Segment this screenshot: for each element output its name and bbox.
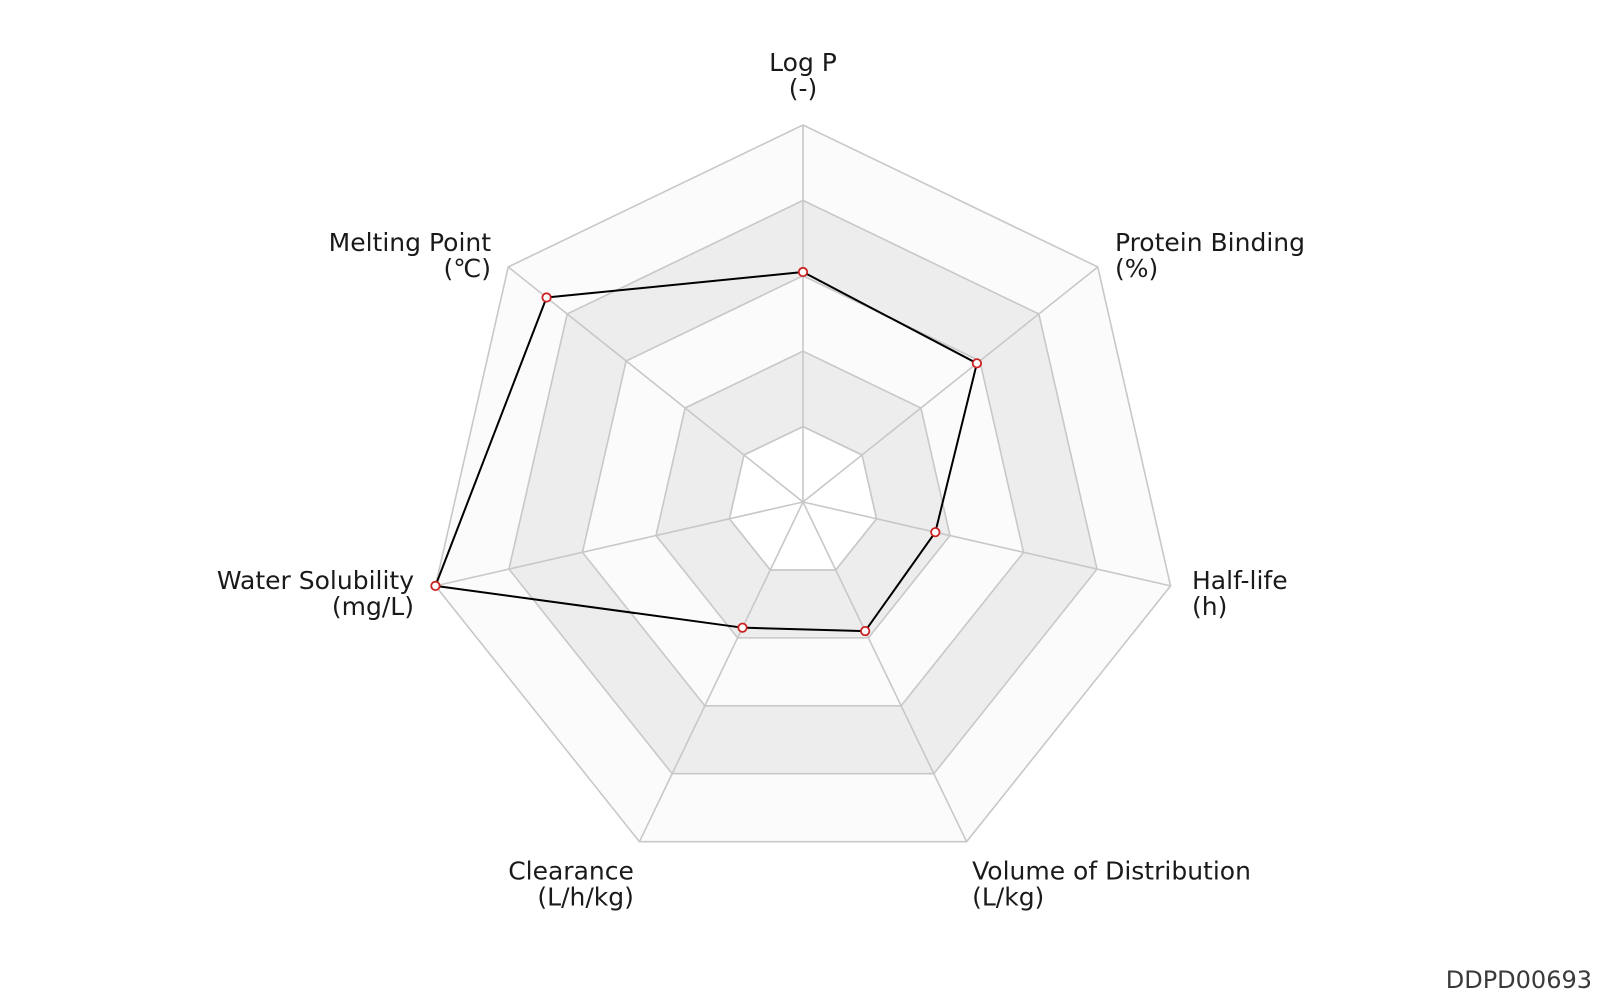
radar-point-4: [737, 622, 748, 633]
chart-id-label: DDPD00693: [1445, 966, 1592, 994]
radar-point-0: [797, 266, 809, 278]
axis-label-unit-1: (%): [1115, 254, 1158, 283]
radar-spoke-6: [507, 266, 804, 503]
radar-spoke-5: [435, 501, 804, 587]
axis-label-unit-4: (L/h/kg): [537, 882, 633, 911]
radar-spoke-3: [802, 501, 968, 843]
radar-markers: [430, 266, 983, 637]
axis-label-name-4: Clearance: [508, 856, 634, 885]
radar-point-1: [971, 358, 983, 369]
radar-series-line: [434, 271, 978, 633]
axis-label-unit-6: (℃): [443, 254, 491, 283]
axis-label-unit-5: (mg/L): [332, 592, 414, 621]
radar-point-6: [541, 292, 552, 303]
radar-spoke-4: [638, 501, 804, 843]
axis-label-name-3: Volume of Distribution: [972, 856, 1251, 885]
axis-label-unit-3: (L/kg): [972, 882, 1044, 911]
radar-spoke-1: [802, 266, 1099, 503]
axis-label-unit-0: (-): [789, 74, 818, 103]
radar-axis-labels: Log P(-) Protein Binding(%) Half-life(h) Vo…: [217, 48, 1305, 911]
axis-label-name-2: Half-life: [1192, 566, 1288, 595]
axis-label-name-6: Melting Point: [329, 228, 492, 257]
radar-spoke-2: [802, 501, 1171, 587]
radar-point-5: [430, 580, 441, 591]
radar-point-2: [930, 527, 941, 538]
radar-spokes: [435, 125, 1171, 843]
axis-label-name-5: Water Solubility: [217, 566, 414, 595]
radar-series: [434, 271, 978, 633]
axis-label-unit-2: (h): [1192, 592, 1227, 621]
radar-point-3: [860, 625, 871, 637]
axis-label-name-1: Protein Binding: [1115, 228, 1305, 257]
axis-label-name-0: Log P: [769, 48, 837, 77]
